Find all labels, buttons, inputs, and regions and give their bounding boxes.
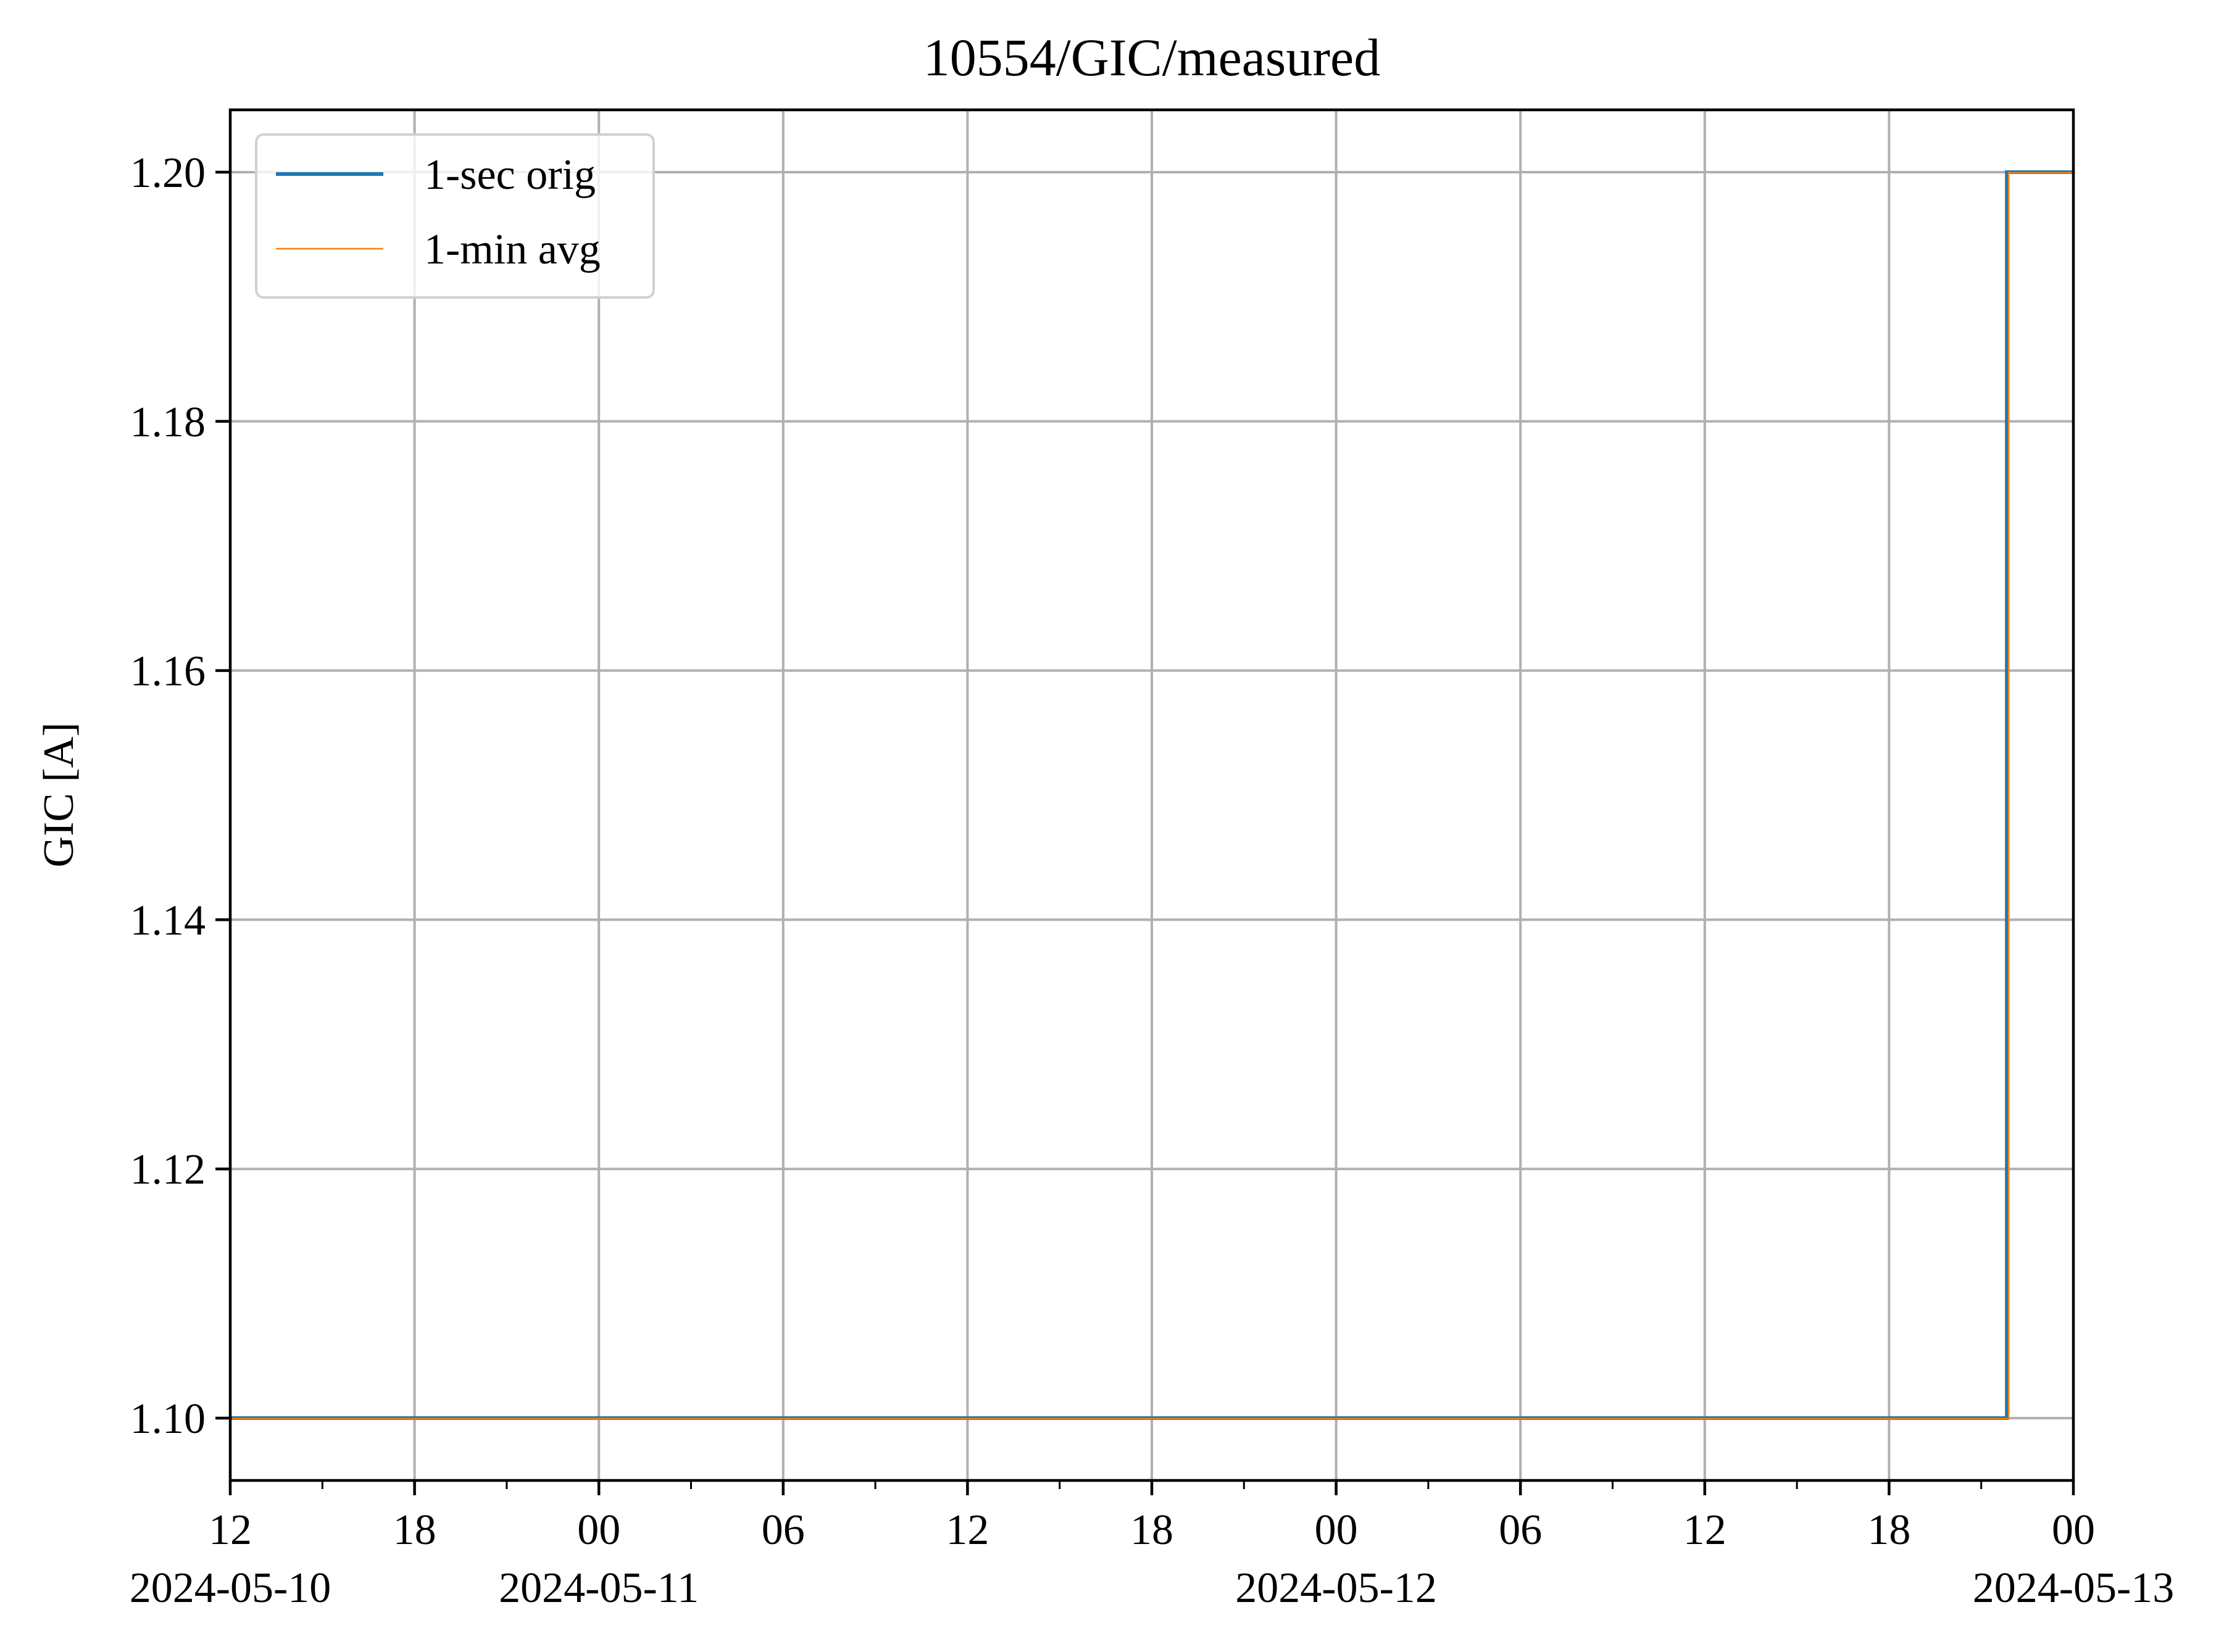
- y-tick-label: 1.14: [130, 897, 206, 944]
- x-tick-label: 18: [1130, 1506, 1173, 1554]
- y-tick-label: 1.12: [130, 1146, 206, 1193]
- x-tick-label: 18: [393, 1506, 436, 1554]
- x-date-label: 2024-05-11: [499, 1564, 699, 1612]
- y-tick-label: 1.20: [130, 149, 206, 197]
- y-axis-label: GIC [A]: [35, 722, 83, 867]
- x-tick-label: 00: [1315, 1506, 1358, 1554]
- y-tick-label: 1.16: [130, 648, 206, 695]
- x-date-label: 2024-05-10: [130, 1564, 331, 1612]
- x-date-label: 2024-05-13: [1973, 1564, 2175, 1612]
- series-layer: [230, 170, 2075, 1420]
- x-tick-label: 18: [1867, 1506, 1910, 1554]
- ticks-layer: 12 2024-05-10 18 00 2024-05-11 06 12 18 00 2024-0…: [130, 149, 2175, 1612]
- x-tick-label: 06: [1499, 1506, 1542, 1554]
- series-line-1-min-avg: [232, 172, 2075, 1420]
- legend: 1-sec orig 1-min avg: [255, 133, 655, 299]
- x-tick-label: 12: [209, 1506, 252, 1554]
- x-tick-label: 00: [2052, 1506, 2095, 1554]
- legend-label-1-sec-orig: 1-sec orig: [424, 151, 596, 199]
- x-tick-label: 12: [1683, 1506, 1726, 1554]
- x-tick-label: 12: [946, 1506, 989, 1554]
- x-tick-label: 06: [762, 1506, 805, 1554]
- x-date-label: 2024-05-12: [1235, 1564, 1437, 1612]
- x-tick-label: 00: [577, 1506, 620, 1554]
- grid-layer: [229, 110, 2075, 1480]
- y-tick-label: 1.10: [130, 1395, 206, 1443]
- chart-title: 10554/GIC/measured: [923, 28, 1380, 87]
- legend-label-1-min-avg: 1-min avg: [424, 226, 601, 273]
- y-tick-label: 1.18: [130, 399, 206, 446]
